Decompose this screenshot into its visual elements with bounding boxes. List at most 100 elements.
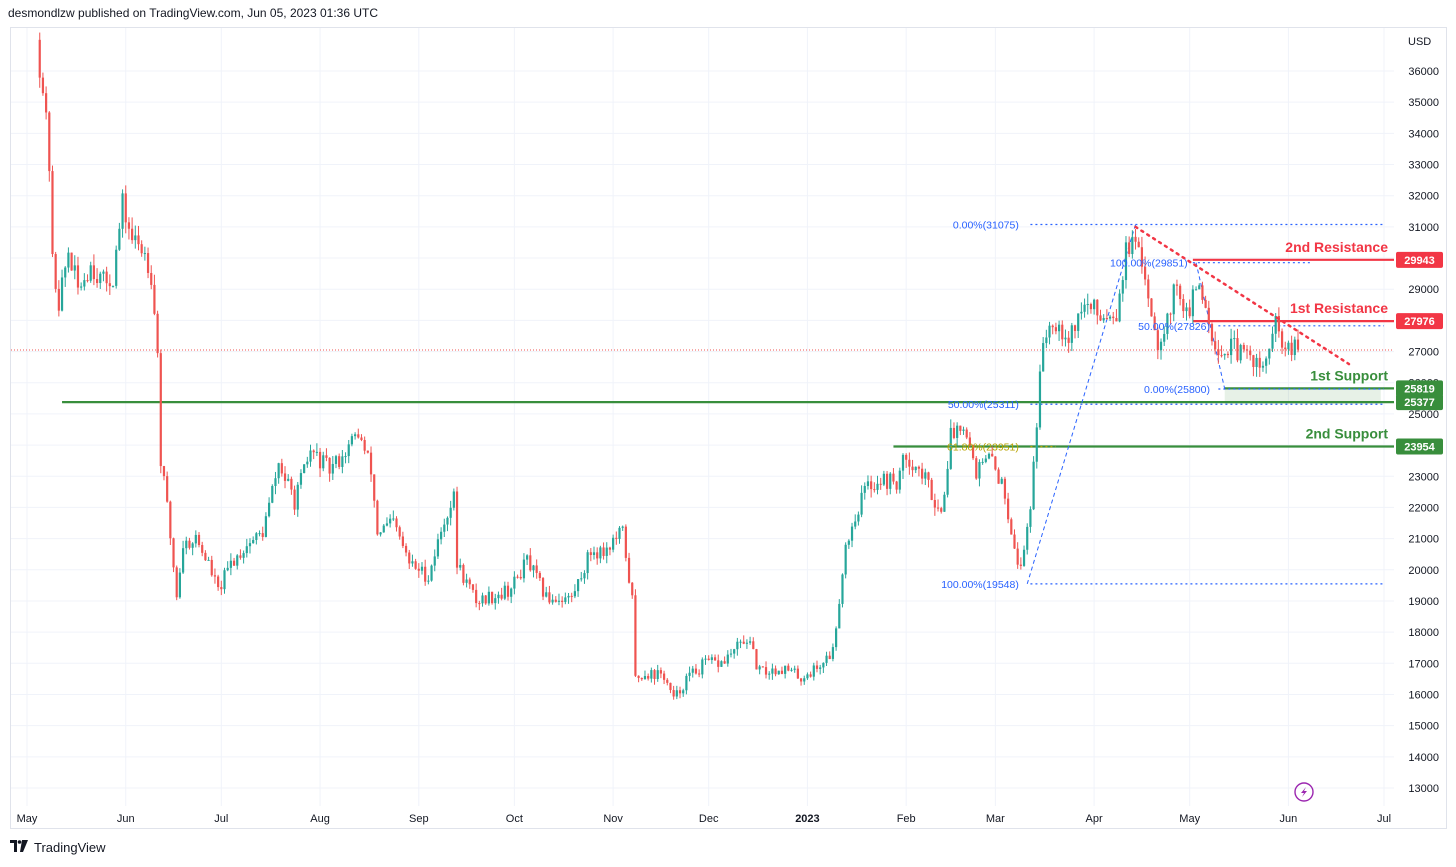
candle-body [1051, 325, 1054, 328]
candle-body [930, 479, 933, 500]
candle-body [395, 518, 398, 528]
candle-body [580, 578, 583, 580]
candle-body [166, 476, 169, 502]
candle-body [608, 547, 612, 550]
candle-body [159, 353, 162, 467]
candle-body [57, 288, 60, 311]
candle-body [134, 235, 137, 241]
candle-body [819, 667, 822, 669]
y-tick-label: 14000 [1408, 752, 1439, 764]
candle-body [745, 642, 749, 644]
candle-body [1201, 285, 1204, 300]
y-tick-label: 27000 [1408, 347, 1439, 359]
candle-body [1242, 344, 1245, 350]
candle-body [669, 682, 672, 691]
candle-body [1293, 339, 1296, 356]
candle-body [478, 603, 481, 605]
candle-body [385, 523, 389, 526]
candle-body [653, 670, 656, 679]
candle-body [1191, 289, 1194, 317]
candle-body [1064, 337, 1067, 340]
candle-body [220, 587, 223, 590]
candle-body [73, 265, 76, 271]
candle-body [338, 456, 341, 467]
candle-body [111, 285, 115, 287]
level-badge [1396, 251, 1443, 268]
price-axis[interactable]: USD 13000 14000 15000 16000 17000 18000 19000 20… [1394, 28, 1446, 828]
candle-body [631, 582, 634, 596]
candle-body [768, 673, 771, 675]
level-badge-text: 25377 [1404, 397, 1435, 409]
candle-body [248, 543, 252, 547]
candle-body [475, 589, 478, 604]
candle-body [561, 600, 564, 602]
candle-body [449, 507, 452, 518]
footer-brand: TradingView [34, 840, 106, 855]
candle-body [1214, 341, 1217, 350]
price-chart[interactable]: 0.00%(31075) 100.00%(19548) 50.00%(25311) 6… [11, 28, 1446, 828]
candle-body [232, 560, 236, 566]
candle-body [1290, 342, 1293, 356]
candle-body [506, 585, 510, 597]
candle-body [1061, 324, 1064, 340]
candle-body [1118, 293, 1121, 322]
time-axis[interactable]: May Jun Jul Aug Sep Oct Nov Dec 2023 Feb Mar Apr May… [17, 813, 1391, 825]
fib-level-label: 0.00%(25800) [1144, 384, 1210, 396]
candle-body [459, 564, 462, 568]
candle-body [1249, 350, 1252, 356]
candle-body [38, 39, 41, 78]
candle-body [510, 588, 513, 597]
fib-connector [1195, 262, 1226, 390]
candle-body [194, 534, 197, 544]
candle-body [315, 451, 318, 453]
candle-body [401, 536, 404, 546]
candle-body [494, 598, 497, 604]
candle-body [229, 560, 232, 568]
candle-body [1102, 318, 1105, 321]
candle-body [526, 555, 529, 560]
candle-body [1086, 304, 1089, 306]
candle-body [1035, 427, 1038, 462]
candle-body [207, 559, 210, 561]
x-tick-label: Oct [506, 813, 523, 825]
candle-body [146, 253, 150, 273]
candle-body [854, 521, 857, 527]
y-tick-label: 13000 [1408, 783, 1439, 795]
y-tick-label: 15000 [1408, 721, 1439, 733]
level-badge-text: 29943 [1404, 255, 1435, 267]
chart-panel[interactable]: 0.00%(31075) 100.00%(19548) 50.00%(25311) 6… [10, 27, 1447, 829]
candle-body [1045, 337, 1048, 344]
candle-body [274, 478, 277, 487]
candle-body [901, 454, 905, 471]
fib-level-label: 50.00%(25311) [948, 399, 1019, 411]
y-tick-label: 23000 [1408, 471, 1439, 483]
candle-body [1137, 241, 1140, 248]
candle-body [354, 434, 357, 437]
candle-body [968, 437, 971, 446]
candle-body [605, 547, 608, 556]
candle-body [1255, 357, 1258, 367]
candle-body [280, 463, 283, 474]
candle-body [876, 483, 879, 490]
candle-body [971, 445, 975, 459]
x-tick-label: Nov [603, 813, 623, 825]
resistance-trendline [1134, 225, 1351, 366]
candle-body [296, 484, 299, 510]
candle-body [548, 592, 551, 603]
candle-body [612, 537, 615, 550]
candle-body [666, 679, 669, 683]
candle-body [634, 595, 637, 676]
currency-label: USD [1408, 36, 1431, 48]
candle-body [1226, 353, 1230, 356]
candle-body [586, 552, 589, 574]
candle-body [828, 655, 831, 659]
candle-body [239, 555, 242, 558]
candle-body [99, 273, 102, 284]
candle-body [1128, 242, 1131, 255]
candle-body [350, 436, 354, 445]
y-tick-label: 36000 [1408, 66, 1439, 78]
candle-body [771, 668, 774, 674]
candle-body [1265, 358, 1268, 366]
fib-level-label: 61.80%(23951) [947, 442, 1019, 454]
lightning-icon[interactable] [1294, 782, 1314, 802]
